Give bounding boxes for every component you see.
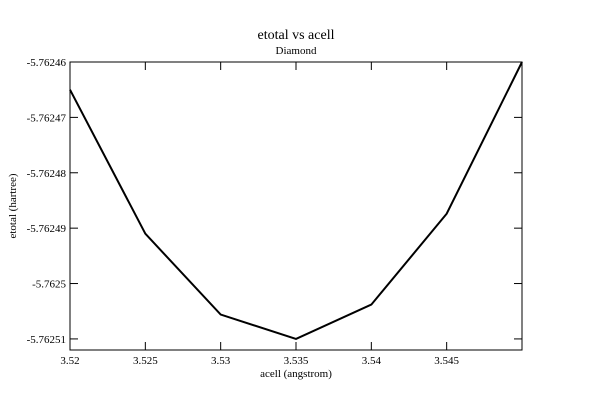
y-tick-label: -5.76251: [27, 334, 66, 346]
x-tick-label: 3.545: [434, 355, 459, 367]
y-tick-label: -5.7625: [32, 279, 66, 291]
chart-subtitle: Diamond: [276, 45, 317, 57]
y-axis-label: etotal (hartree): [7, 173, 19, 238]
x-tick-label: 3.53: [211, 355, 231, 367]
y-tick-label: -5.76247: [27, 112, 67, 124]
x-tick-label: 3.525: [133, 355, 158, 367]
x-tick-label: 3.54: [362, 355, 382, 367]
x-tick-label: 3.52: [60, 355, 79, 367]
chart-title: etotal vs acell: [258, 28, 335, 43]
x-tick-label: 3.535: [284, 355, 309, 367]
plot-frame: [69, 61, 523, 351]
y-tick-label: -5.76246: [27, 57, 67, 69]
data-line: [69, 61, 523, 340]
y-tick-label: -5.76248: [27, 168, 67, 180]
x-axis-label: acell (angstrom): [260, 368, 332, 380]
y-tick-label: -5.76249: [27, 223, 67, 235]
